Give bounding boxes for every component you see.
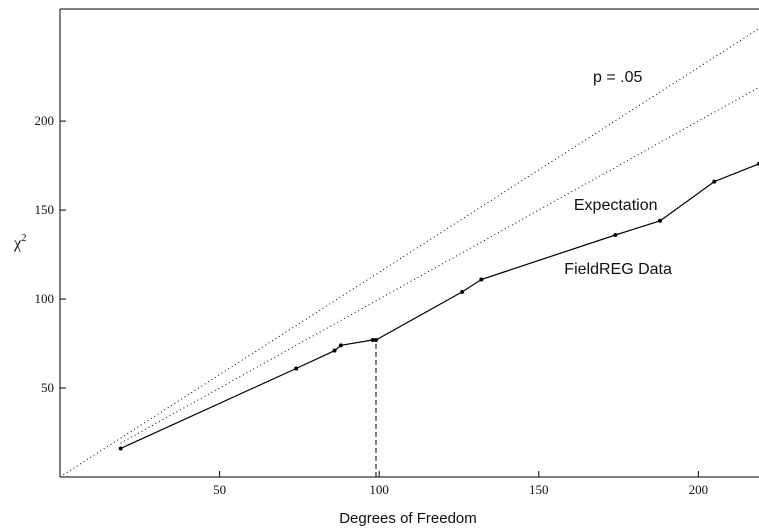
plot-frame <box>59 8 759 478</box>
data-point <box>332 348 337 353</box>
p-05-line <box>59 28 759 478</box>
y-tick-label: 150 <box>35 202 55 217</box>
annotation-label: Expectation <box>574 197 658 214</box>
data-point <box>613 232 618 237</box>
y-tick-label: 200 <box>35 113 55 128</box>
data-point <box>479 277 484 282</box>
y-tick-label: 100 <box>35 291 55 306</box>
y-axis-label-main: χ <box>13 235 22 252</box>
annotation-label: p = .05 <box>593 69 642 86</box>
x-tick-label: 50 <box>213 482 226 497</box>
data-point <box>460 289 465 294</box>
data-point <box>338 343 343 348</box>
annotation-layer: p = .05 Expectation FieldREG Data <box>564 69 672 278</box>
x-tick-label: 200 <box>689 482 709 497</box>
x-tick-label: 150 <box>529 482 549 497</box>
data-point <box>370 337 375 342</box>
x-tick-label: 100 <box>369 482 389 497</box>
y-axis-label-superscript: 2 <box>21 232 27 244</box>
annotation-label: FieldREG Data <box>564 261 672 278</box>
x-axis-ticks: 50 100 150 200 <box>213 471 708 497</box>
x-axis-label: Degrees of Freedom <box>339 510 477 527</box>
data-point <box>294 366 299 371</box>
y-axis-ticks: 50 100 150 200 <box>35 113 66 395</box>
y-tick-label: 50 <box>41 380 54 395</box>
y-axis-label: χ2 <box>13 232 27 252</box>
data-point <box>118 446 123 451</box>
series-layer <box>59 28 759 478</box>
data-point <box>658 218 663 223</box>
fieldreg-data-line <box>120 163 759 450</box>
data-point <box>712 179 717 184</box>
